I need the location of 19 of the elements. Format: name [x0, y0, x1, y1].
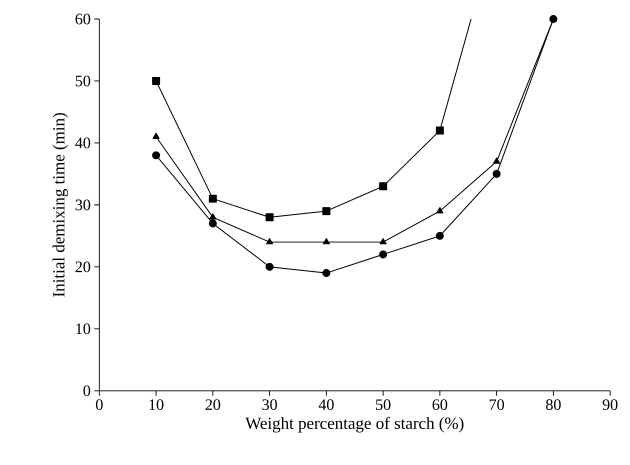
y-tick-label: 10 [76, 324, 90, 334]
x-tick-label: 80 [546, 400, 561, 410]
x-tick-label: 70 [490, 400, 504, 410]
y-tick-label: 30 [76, 200, 90, 210]
x-tick-label: 30 [262, 400, 277, 410]
y-tick-label: 0 [83, 386, 90, 396]
x-tick-label: 60 [432, 400, 448, 410]
x-tick-label: 90 [602, 400, 618, 410]
x-tick-label: 10 [150, 400, 164, 410]
y-tick-label: 40 [75, 138, 90, 149]
x-axis-title: Weight percentage of starch (%) [245, 417, 464, 433]
x-tick-label: 20 [206, 400, 220, 410]
y-axis-title: Initial demixing time (min) [52, 113, 68, 298]
y-tick-label: 20 [76, 262, 90, 272]
y-tick-label: 50 [76, 76, 90, 87]
x-tick-label: 0 [96, 400, 103, 410]
x-tick-label: 40 [318, 400, 334, 410]
x-tick-label: 50 [376, 400, 390, 410]
y-tick-label: 60 [76, 14, 90, 25]
